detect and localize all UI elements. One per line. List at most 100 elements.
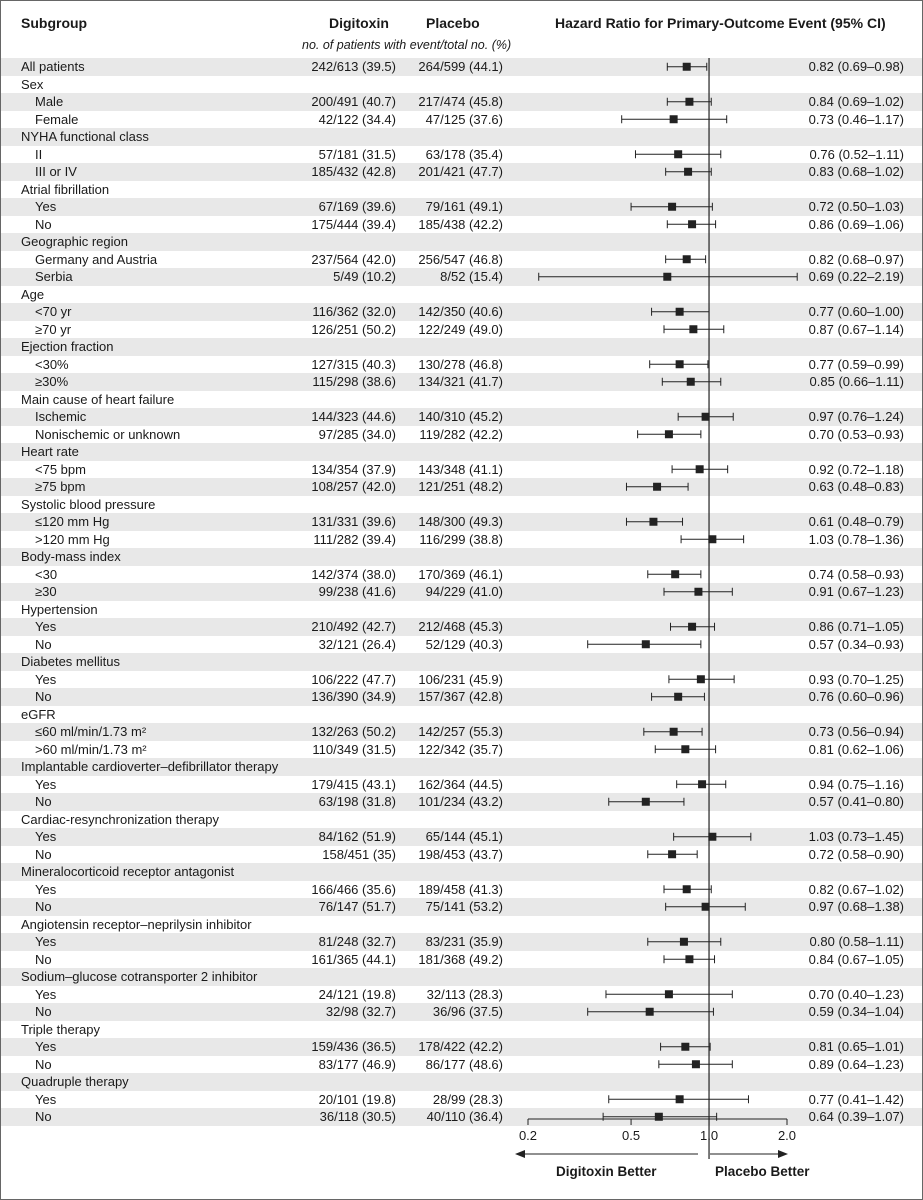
point-estimate	[669, 115, 678, 124]
digitoxin-count: 42/122 (34.4)	[318, 111, 396, 127]
subgroup-label: ≤120 mm Hg	[35, 514, 110, 529]
hazard-ratio-value: 0.76 (0.52–1.11)	[809, 146, 904, 162]
hazard-ratio-value: 0.77 (0.59–0.99)	[808, 356, 904, 372]
subgroup-label: <30	[35, 566, 58, 582]
row-band	[1, 268, 922, 286]
digitoxin-header: Digitoxin	[329, 15, 389, 31]
hazard-ratio-value: 1.03 (0.73–1.45)	[808, 829, 904, 844]
digitoxin-count: 142/374 (38.0)	[311, 566, 396, 582]
subgroup-category-label: Ejection fraction	[21, 339, 114, 354]
digitoxin-count: 161/365 (44.1)	[311, 951, 396, 967]
hazard-ratio-value: 0.59 (0.34–1.04)	[808, 1004, 904, 1019]
hazard-ratio-value: 0.89 (0.64–1.23)	[808, 1056, 904, 1072]
hazard-ratio-value: 0.69 (0.22–2.19)	[808, 269, 904, 284]
digitoxin-count: 159/436 (36.5)	[311, 1039, 396, 1054]
row-band	[1, 128, 922, 146]
subgroup-label: Yes	[35, 1039, 57, 1054]
digitoxin-count: 175/444 (39.4)	[311, 216, 396, 232]
row-band	[1, 93, 922, 111]
row-band	[1, 653, 922, 671]
hazard-ratio-value: 0.70 (0.40–1.23)	[808, 986, 904, 1002]
point-estimate	[649, 517, 658, 526]
row-band	[1, 688, 922, 706]
subgroup-label: Nonischemic or unknown	[35, 426, 181, 442]
subgroup-label: No	[35, 636, 52, 652]
placebo-count: 143/348 (41.1)	[418, 461, 503, 477]
placebo-count: 256/547 (46.8)	[418, 251, 503, 267]
row-band	[1, 408, 922, 426]
placebo-count: 189/458 (41.3)	[418, 881, 503, 897]
digitoxin-count: 81/248 (32.7)	[318, 934, 396, 949]
hazard-ratio-header: Hazard Ratio for Primary-Outcome Event (…	[555, 15, 886, 31]
placebo-count: 94/229 (41.0)	[425, 584, 503, 599]
point-estimate	[668, 202, 677, 211]
point-estimate	[671, 570, 680, 579]
digitoxin-count: 127/315 (40.3)	[311, 356, 396, 372]
subgroup-label: All patients	[21, 59, 85, 74]
subgroup-label: Yes	[35, 776, 57, 792]
digitoxin-count: 158/451 (35)	[322, 846, 396, 862]
placebo-count: 28/99 (28.3)	[432, 1091, 503, 1107]
hazard-ratio-value: 0.86 (0.71–1.05)	[808, 619, 904, 634]
subgroup-label: Yes	[35, 934, 57, 949]
hazard-ratio-value: 0.97 (0.76–1.24)	[808, 409, 904, 424]
point-estimate	[664, 990, 673, 999]
point-estimate	[654, 1112, 663, 1121]
subgroup-label: No	[35, 1109, 52, 1124]
hazard-ratio-value: 0.70 (0.53–0.93)	[808, 426, 904, 442]
placebo-count: 40/110 (36.4)	[426, 1109, 503, 1124]
hazard-ratio-value: 0.80 (0.58–1.11)	[809, 934, 904, 949]
point-estimate	[708, 535, 717, 544]
subgroup-label: ≥30%	[35, 374, 69, 389]
hazard-ratio-value: 0.97 (0.68–1.38)	[808, 899, 904, 914]
placebo-count: 178/422 (42.2)	[418, 1039, 503, 1054]
subgroup-label: No	[35, 216, 52, 232]
subgroup-label: II	[35, 146, 43, 162]
digitoxin-count: 237/564 (42.0)	[311, 251, 396, 267]
digitoxin-count: 67/169 (39.6)	[318, 199, 396, 214]
digitoxin-count: 36/118 (30.5)	[319, 1109, 396, 1124]
subgroup-label: Female	[35, 111, 79, 127]
row-band	[1, 303, 922, 321]
point-estimate	[695, 465, 704, 474]
row-band	[1, 443, 922, 461]
subgroup-label: No	[35, 899, 52, 914]
row-band	[1, 618, 922, 636]
row-band	[1, 863, 922, 881]
subgroup-label: No	[35, 689, 52, 704]
row-band	[1, 338, 922, 356]
subgroup-label: ≤60 ml/min/1.73 m²	[35, 724, 147, 739]
digitoxin-count: 108/257 (42.0)	[311, 479, 396, 494]
placebo-count: 8/52 (15.4)	[440, 269, 503, 284]
digitoxin-count: 63/198 (31.8)	[318, 794, 396, 809]
point-estimate	[674, 150, 683, 159]
digitoxin-count: 111/282 (39.4)	[313, 531, 396, 547]
hazard-ratio-value: 0.72 (0.50–1.03)	[808, 199, 904, 214]
point-estimate	[688, 220, 697, 229]
digitoxin-count: 99/238 (41.6)	[318, 584, 396, 599]
placebo-count: 134/321 (41.7)	[418, 374, 503, 389]
subgroup-header: Subgroup	[21, 15, 88, 31]
placebo-count: 140/310 (45.2)	[418, 409, 503, 424]
subgroup-label: Ischemic	[35, 409, 87, 424]
hazard-ratio-value: 0.64 (0.39–1.07)	[808, 1109, 904, 1124]
row-band	[1, 793, 922, 811]
placebo-count: 52/129 (40.3)	[425, 636, 503, 652]
point-estimate	[685, 955, 694, 964]
row-band	[1, 548, 922, 566]
subgroup-label: >60 ml/min/1.73 m²	[35, 741, 147, 757]
row-band	[1, 968, 922, 986]
digitoxin-count: 76/147 (51.7)	[318, 899, 396, 914]
placebo-count: 63/178 (35.4)	[425, 146, 503, 162]
point-estimate	[694, 587, 703, 596]
point-estimate	[664, 430, 673, 439]
placebo-count: 212/468 (45.3)	[418, 619, 503, 634]
hazard-ratio-value: 0.82 (0.69–0.98)	[808, 59, 904, 74]
placebo-count: 119/282 (42.2)	[419, 426, 503, 442]
digitoxin-count: 242/613 (39.5)	[311, 59, 396, 74]
subgroup-label: No	[35, 1004, 52, 1019]
row-band	[1, 513, 922, 531]
digitoxin-better-label: Digitoxin Better	[556, 1164, 657, 1179]
point-estimate	[641, 797, 650, 806]
